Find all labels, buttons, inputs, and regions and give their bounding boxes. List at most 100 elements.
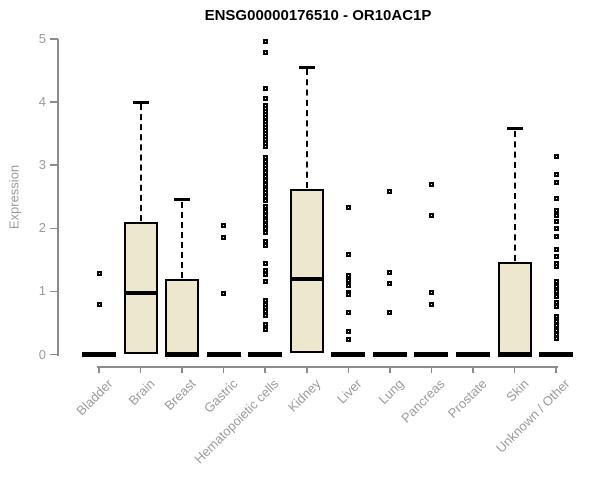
y-tick-label: 2 xyxy=(38,220,46,236)
outlier-point xyxy=(553,213,559,219)
outlier-point xyxy=(553,195,559,201)
outlier-point xyxy=(262,198,268,204)
collapsed-box-bladder xyxy=(82,352,116,357)
outlier-point xyxy=(262,312,268,318)
x-tick-mark xyxy=(264,366,266,373)
outlier-point xyxy=(221,290,227,296)
upper-whisker xyxy=(305,69,308,189)
median-line xyxy=(123,291,158,296)
upper-whisker xyxy=(181,201,184,278)
outlier-point xyxy=(553,299,559,305)
y-tick-label: 5 xyxy=(38,31,46,46)
outlier-point xyxy=(262,208,268,214)
outlier-point xyxy=(553,318,559,324)
y-tick-mark xyxy=(50,164,58,166)
outlier-point xyxy=(345,329,351,335)
x-tick-mark xyxy=(181,366,183,373)
x-tick-mark xyxy=(347,366,350,373)
outlier-point xyxy=(387,269,393,275)
outlier-point xyxy=(553,225,559,231)
outlier-point xyxy=(221,223,227,229)
outlier-point xyxy=(553,322,559,328)
outlier-point xyxy=(553,234,559,239)
outlier-point xyxy=(262,261,268,267)
y-axis-line xyxy=(57,39,59,356)
x-axis-line xyxy=(97,366,558,368)
outlier-point xyxy=(553,328,559,334)
outlier-point xyxy=(96,302,102,308)
collapsed-box-pancreas xyxy=(414,352,449,357)
outlier-point xyxy=(262,181,268,187)
upper-whisker-cap xyxy=(506,127,523,131)
outlier-point xyxy=(262,326,268,332)
outlier-point xyxy=(553,254,559,260)
upper-whisker-cap xyxy=(174,198,191,202)
outlier-point xyxy=(221,235,227,241)
outlier-point xyxy=(553,293,559,299)
outlier-point xyxy=(345,273,351,279)
outlier-point xyxy=(262,143,268,149)
collapsed-box-hematopoietic-cells xyxy=(248,352,283,357)
outlier-point xyxy=(262,279,268,285)
outlier-point xyxy=(262,39,268,45)
box-breast xyxy=(165,278,200,355)
outlier-point xyxy=(387,188,393,194)
outlier-point xyxy=(345,309,351,315)
outlier-point xyxy=(553,288,559,294)
x-tick-mark xyxy=(389,366,391,373)
collapsed-box-liver xyxy=(331,352,366,357)
median-line xyxy=(289,276,324,281)
outlier-point xyxy=(553,180,559,186)
collapsed-box-unknown-other xyxy=(539,352,574,357)
chart-title: ENSG00000176510 - OR10AC1P xyxy=(204,7,432,24)
outlier-point xyxy=(553,335,559,341)
outlier-point xyxy=(262,321,268,327)
box-brain xyxy=(123,221,158,355)
x-tick-mark xyxy=(472,366,474,373)
outlier-point xyxy=(387,281,393,287)
y-tick-mark xyxy=(50,290,58,293)
outlier-point xyxy=(553,278,559,284)
outlier-point xyxy=(428,290,434,296)
y-tick-label: 4 xyxy=(38,94,46,110)
median-line xyxy=(497,352,532,357)
collapsed-box-lung xyxy=(372,352,407,357)
median-line xyxy=(165,352,200,357)
outlier-point xyxy=(345,292,351,298)
outlier-point xyxy=(96,270,102,276)
outlier-point xyxy=(262,243,268,249)
box-skin xyxy=(497,262,532,355)
outlier-point xyxy=(553,153,559,159)
box-kidney xyxy=(289,189,324,354)
outlier-point xyxy=(262,272,268,278)
x-tick-mark xyxy=(306,366,308,373)
x-tick-mark xyxy=(222,366,225,373)
outlier-point xyxy=(262,85,268,91)
outlier-point xyxy=(345,252,351,258)
outlier-point xyxy=(262,229,268,235)
outlier-point xyxy=(345,278,351,284)
outlier-point xyxy=(428,182,434,188)
outlier-point xyxy=(262,239,268,245)
x-tick-mark xyxy=(555,366,557,373)
outlier-point xyxy=(345,336,351,342)
outlier-point xyxy=(262,50,268,56)
outlier-point xyxy=(553,207,559,213)
y-tick-label: 0 xyxy=(38,346,46,362)
y-tick-mark xyxy=(50,353,58,356)
outlier-point xyxy=(428,301,434,307)
outlier-point xyxy=(262,213,268,219)
outlier-point xyxy=(553,283,559,289)
y-tick-label: 3 xyxy=(38,157,46,173)
x-tick-mark xyxy=(139,366,142,373)
outlier-point xyxy=(553,219,559,225)
outlier-point xyxy=(553,304,559,310)
upper-whisker-cap xyxy=(298,65,315,69)
outlier-point xyxy=(553,172,559,178)
collapsed-box-prostate xyxy=(455,352,490,357)
outlier-point xyxy=(387,310,393,316)
y-tick-mark xyxy=(50,101,58,103)
upper-whisker-cap xyxy=(132,100,149,104)
